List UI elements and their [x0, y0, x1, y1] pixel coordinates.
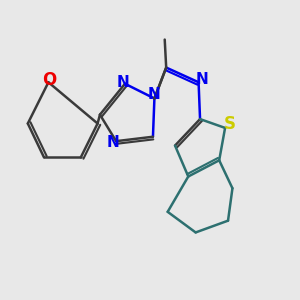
Text: N: N	[106, 135, 119, 150]
Text: N: N	[148, 87, 161, 102]
Text: O: O	[42, 71, 56, 89]
Text: N: N	[196, 72, 208, 87]
Text: N: N	[116, 75, 129, 90]
Text: S: S	[224, 116, 236, 134]
